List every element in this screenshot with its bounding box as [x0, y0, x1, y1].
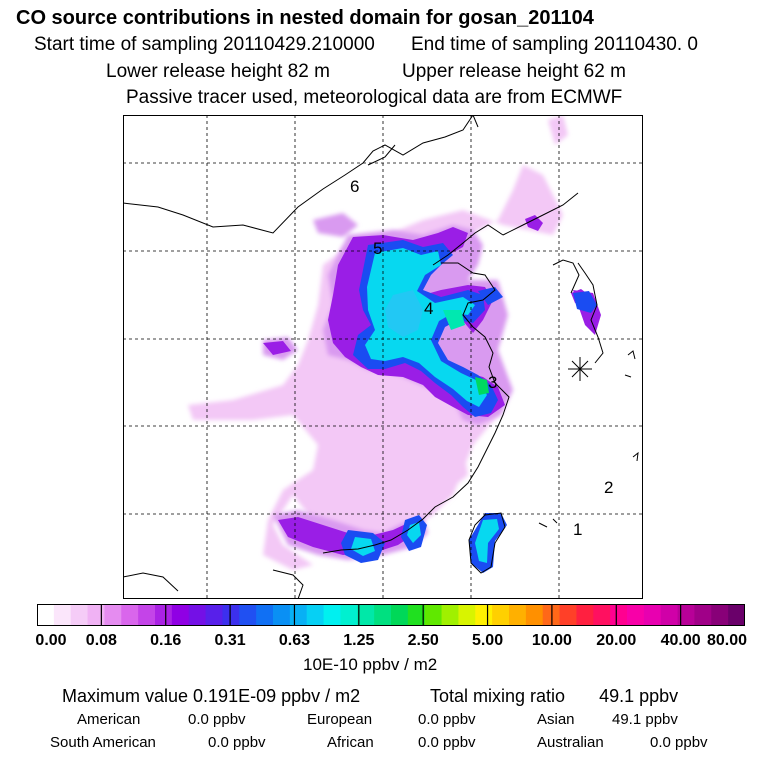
colorbar-cell	[155, 604, 173, 626]
region-name: Australian	[537, 734, 604, 751]
colorbar-cell	[222, 604, 240, 626]
colorbar-tick: 2.50	[407, 632, 439, 649]
colorbar-tick: 0.63	[278, 632, 311, 649]
region-value: 49.1 ppbv	[612, 711, 678, 728]
colorbar-cell	[576, 604, 594, 626]
colorbar-cell	[492, 604, 510, 626]
region-value: 0.0 ppbv	[418, 734, 476, 751]
colorbar-cell	[643, 604, 662, 626]
colorbar-cell	[458, 604, 476, 626]
region-value: 0.0 ppbv	[650, 734, 708, 751]
maximum-value: Maximum value 0.191E-09 ppbv / m2	[62, 686, 361, 706]
colorbar-cell	[256, 604, 274, 626]
start-time-label: Start time of sampling 20110429.210000	[34, 34, 375, 55]
region-name: South American	[50, 734, 156, 751]
end-time-label: End time of sampling 20110430. 0	[411, 34, 698, 55]
colorbar-tick: 0.16	[150, 632, 182, 649]
plume-core	[341, 240, 597, 573]
colorbar-cell	[694, 604, 712, 626]
colorbar-cell	[53, 604, 72, 626]
colorbar-tick: 1.25	[343, 632, 375, 649]
colorbar	[37, 604, 745, 626]
colorbar-cell	[424, 604, 443, 626]
colorbar-tick: 10.00	[531, 632, 572, 649]
region-name: Asian	[537, 711, 575, 728]
region-value: 0.0 ppbv	[418, 711, 476, 728]
total-label: Total mixing ratio	[430, 686, 566, 706]
colorbar-cell	[289, 604, 308, 626]
region-label-6: 6	[350, 177, 359, 196]
receptor-marker	[568, 357, 592, 381]
region-value: 0.0 ppbv	[188, 711, 246, 728]
colorbar-cell	[306, 604, 325, 626]
region-label-3: 3	[488, 373, 497, 392]
colorbar-cell	[559, 604, 578, 626]
total-value: 49.1 ppbv	[599, 686, 679, 706]
colorbar-cell	[391, 604, 409, 626]
colorbar-cell	[475, 604, 493, 626]
colorbar-cell	[205, 604, 224, 626]
colorbar-cell	[357, 604, 375, 626]
colorbar-tick: 40.00	[660, 632, 701, 649]
colorbar-cell	[138, 604, 156, 626]
colorbar-cell	[340, 604, 358, 626]
lower-release-height: Lower release height 82 m	[106, 61, 330, 82]
colorbar-tick: 20.00	[596, 632, 637, 649]
colorbar-cell	[441, 604, 460, 626]
region-name: American	[77, 711, 141, 728]
colorbar-units: 10E-10 ppbv / m2	[303, 655, 438, 674]
colorbar-cell	[728, 604, 745, 626]
coastline	[123, 115, 639, 599]
colorbar-cell	[677, 604, 696, 626]
colorbar-cell	[188, 604, 207, 626]
region-value: 0.0 ppbv	[208, 734, 266, 751]
region-label-4: 4	[424, 299, 433, 318]
colorbar-cell	[104, 604, 122, 626]
colorbar-cell	[610, 604, 628, 626]
tracer-info: Passive tracer used, meteorological data…	[126, 87, 623, 108]
colorbar-cell	[711, 604, 729, 626]
colorbar-cell	[660, 604, 679, 626]
colorbar-cell	[509, 604, 527, 626]
region-label-2: 2	[604, 478, 613, 497]
colorbar-tick: 80.00	[706, 632, 748, 649]
colorbar-cell	[171, 604, 190, 626]
upper-release-height: Upper release height 62 m	[402, 61, 626, 82]
region-name: African	[327, 734, 374, 751]
region-name: European	[307, 711, 373, 728]
colorbar-cell	[37, 604, 55, 626]
total-mixing-ratio: Total mixing ratio 49.1 ppbv	[430, 687, 678, 705]
colorbar-tick: 0.08	[85, 632, 117, 649]
colorbar-cell	[593, 604, 611, 626]
colorbar-ticks: 0.00 0.08 0.16 0.31 0.63 1.25 2.50 5.00 …	[0, 632, 768, 652]
graticule	[123, 115, 643, 599]
colorbar-cell	[239, 604, 257, 626]
colorbar-cell	[121, 604, 139, 626]
plot-title: CO source contributions in nested domain…	[16, 7, 594, 29]
colorbar-cell	[70, 604, 89, 626]
source-contribution-map: 1 2 3 4 5 6	[123, 115, 643, 599]
region-label-5: 5	[373, 239, 382, 258]
colorbar-cell	[374, 604, 392, 626]
colorbar-tick: 5.00	[471, 632, 504, 649]
region-label-1: 1	[573, 520, 582, 539]
colorbar-tick: 0.31	[214, 632, 246, 649]
colorbar-cell	[525, 604, 544, 626]
colorbar-cell	[273, 604, 291, 626]
colorbar-tick: 0.00	[35, 632, 67, 649]
colorbar-cell	[87, 604, 106, 626]
colorbar-frame	[37, 604, 745, 626]
colorbar-cell	[407, 604, 426, 626]
colorbar-cell	[627, 604, 645, 626]
colorbar-cell	[323, 604, 342, 626]
